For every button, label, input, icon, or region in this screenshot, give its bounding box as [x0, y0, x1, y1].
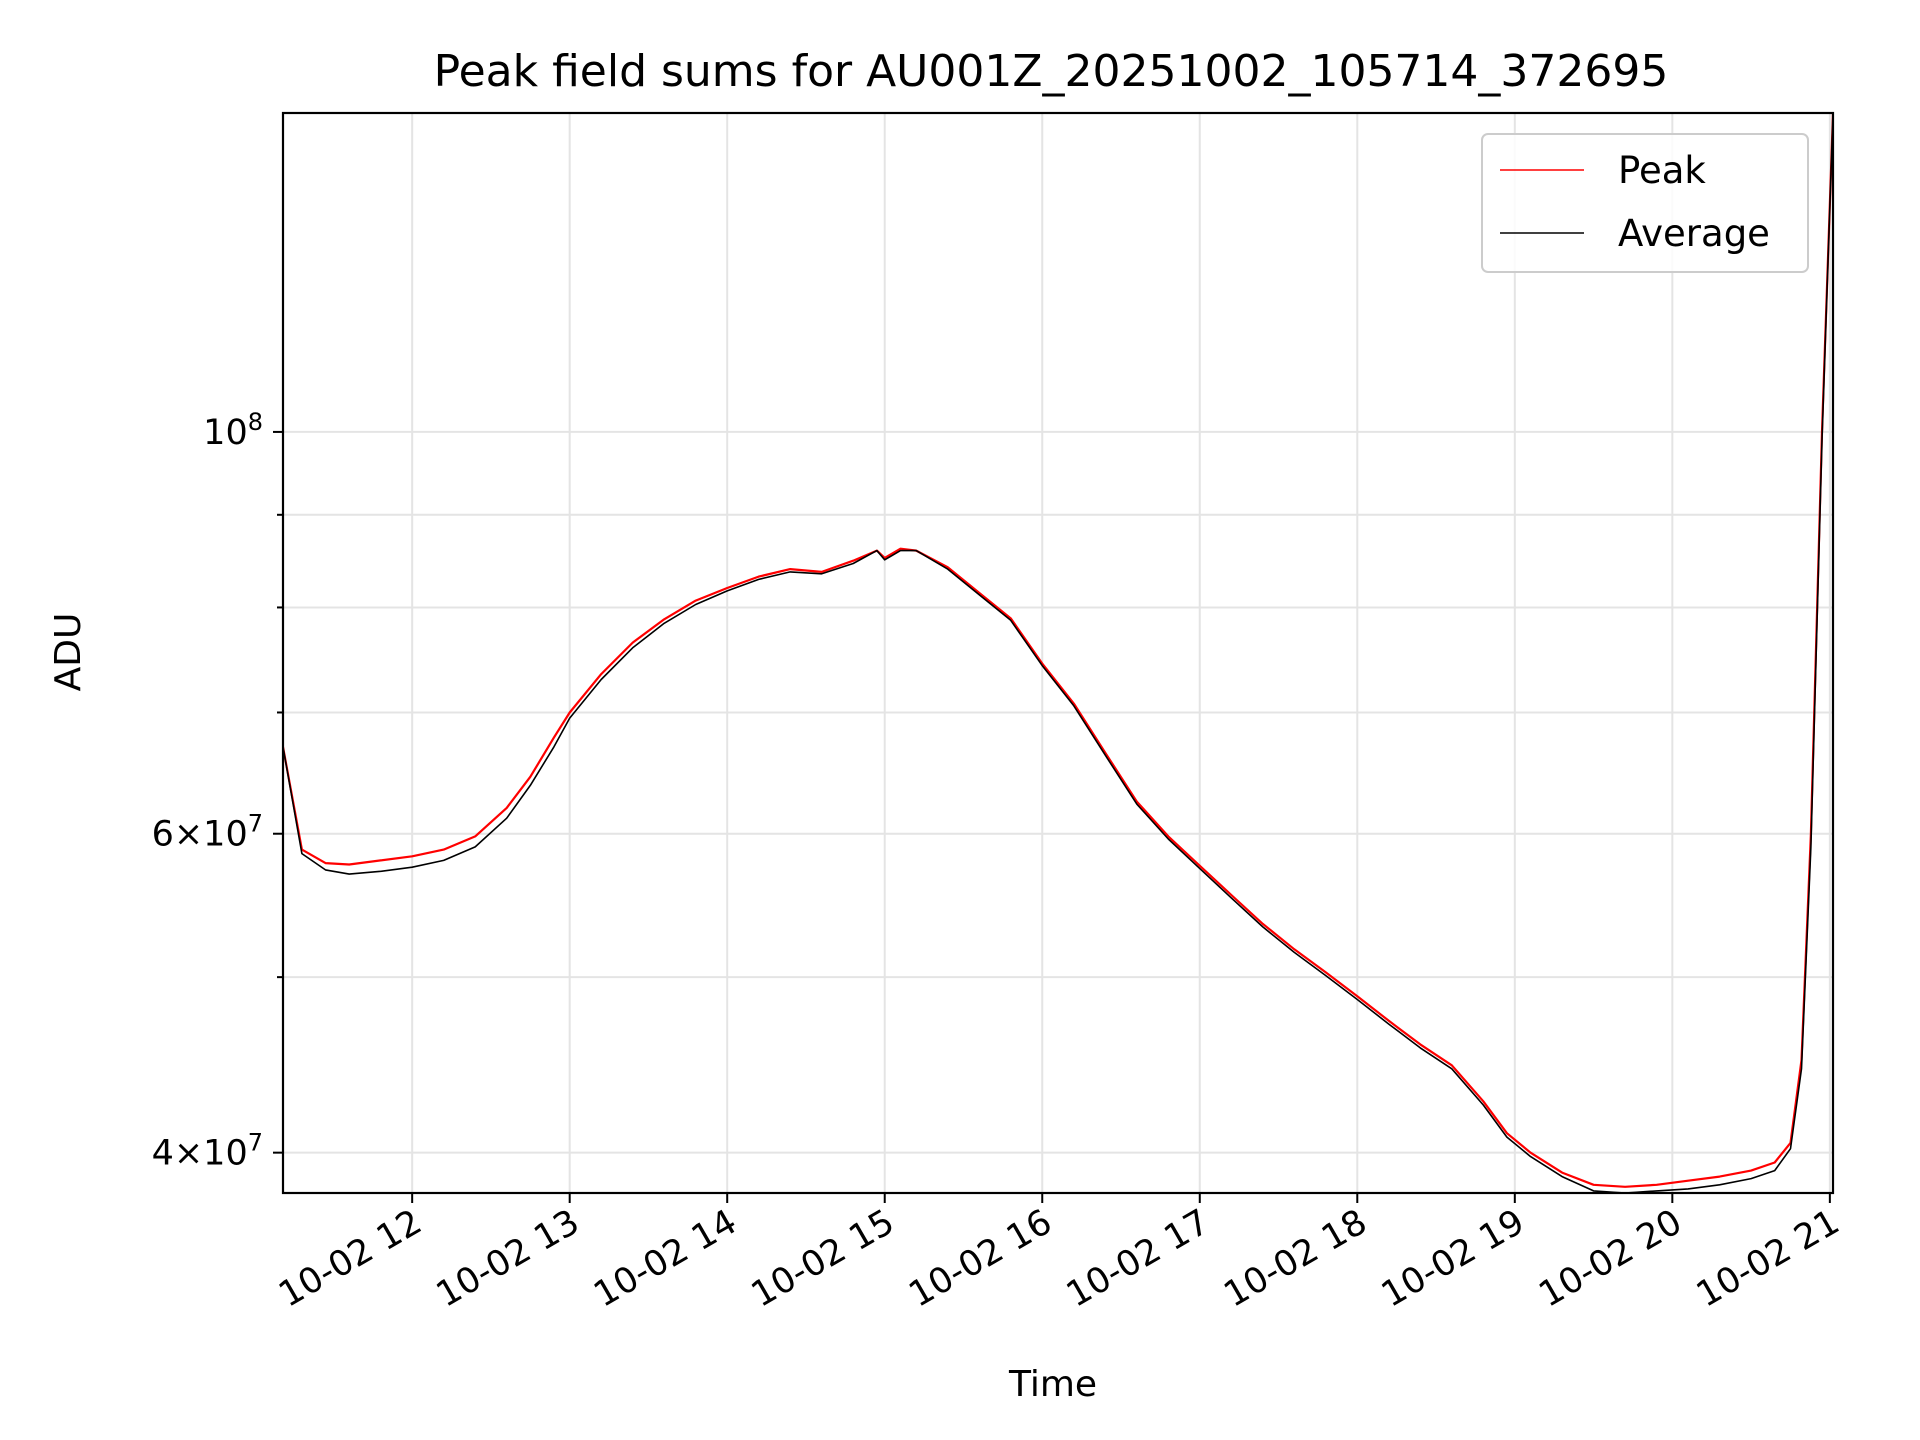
y-axis: 4×107 6×107 108 — [152, 408, 283, 1174]
plot-frame — [281, 111, 1835, 1195]
chart-title: Peak field sums for AU001Z_20251002_1057… — [434, 46, 1669, 97]
y-tick-label: 6×107 — [152, 810, 263, 855]
legend-box — [1481, 133, 1809, 273]
y-axis-label: ADU — [48, 613, 89, 692]
x-axis-label: Time — [1008, 1364, 1097, 1405]
legend-peak-label: Peak — [1618, 149, 1706, 192]
y-tick-label: 4×107 — [152, 1129, 263, 1174]
grid — [283, 113, 1833, 1193]
legend-average-label: Average — [1618, 212, 1770, 255]
series-line-peak — [283, 113, 1833, 1188]
y-tick-label: 108 — [203, 408, 263, 453]
legend: Peak Average — [1481, 133, 1809, 273]
